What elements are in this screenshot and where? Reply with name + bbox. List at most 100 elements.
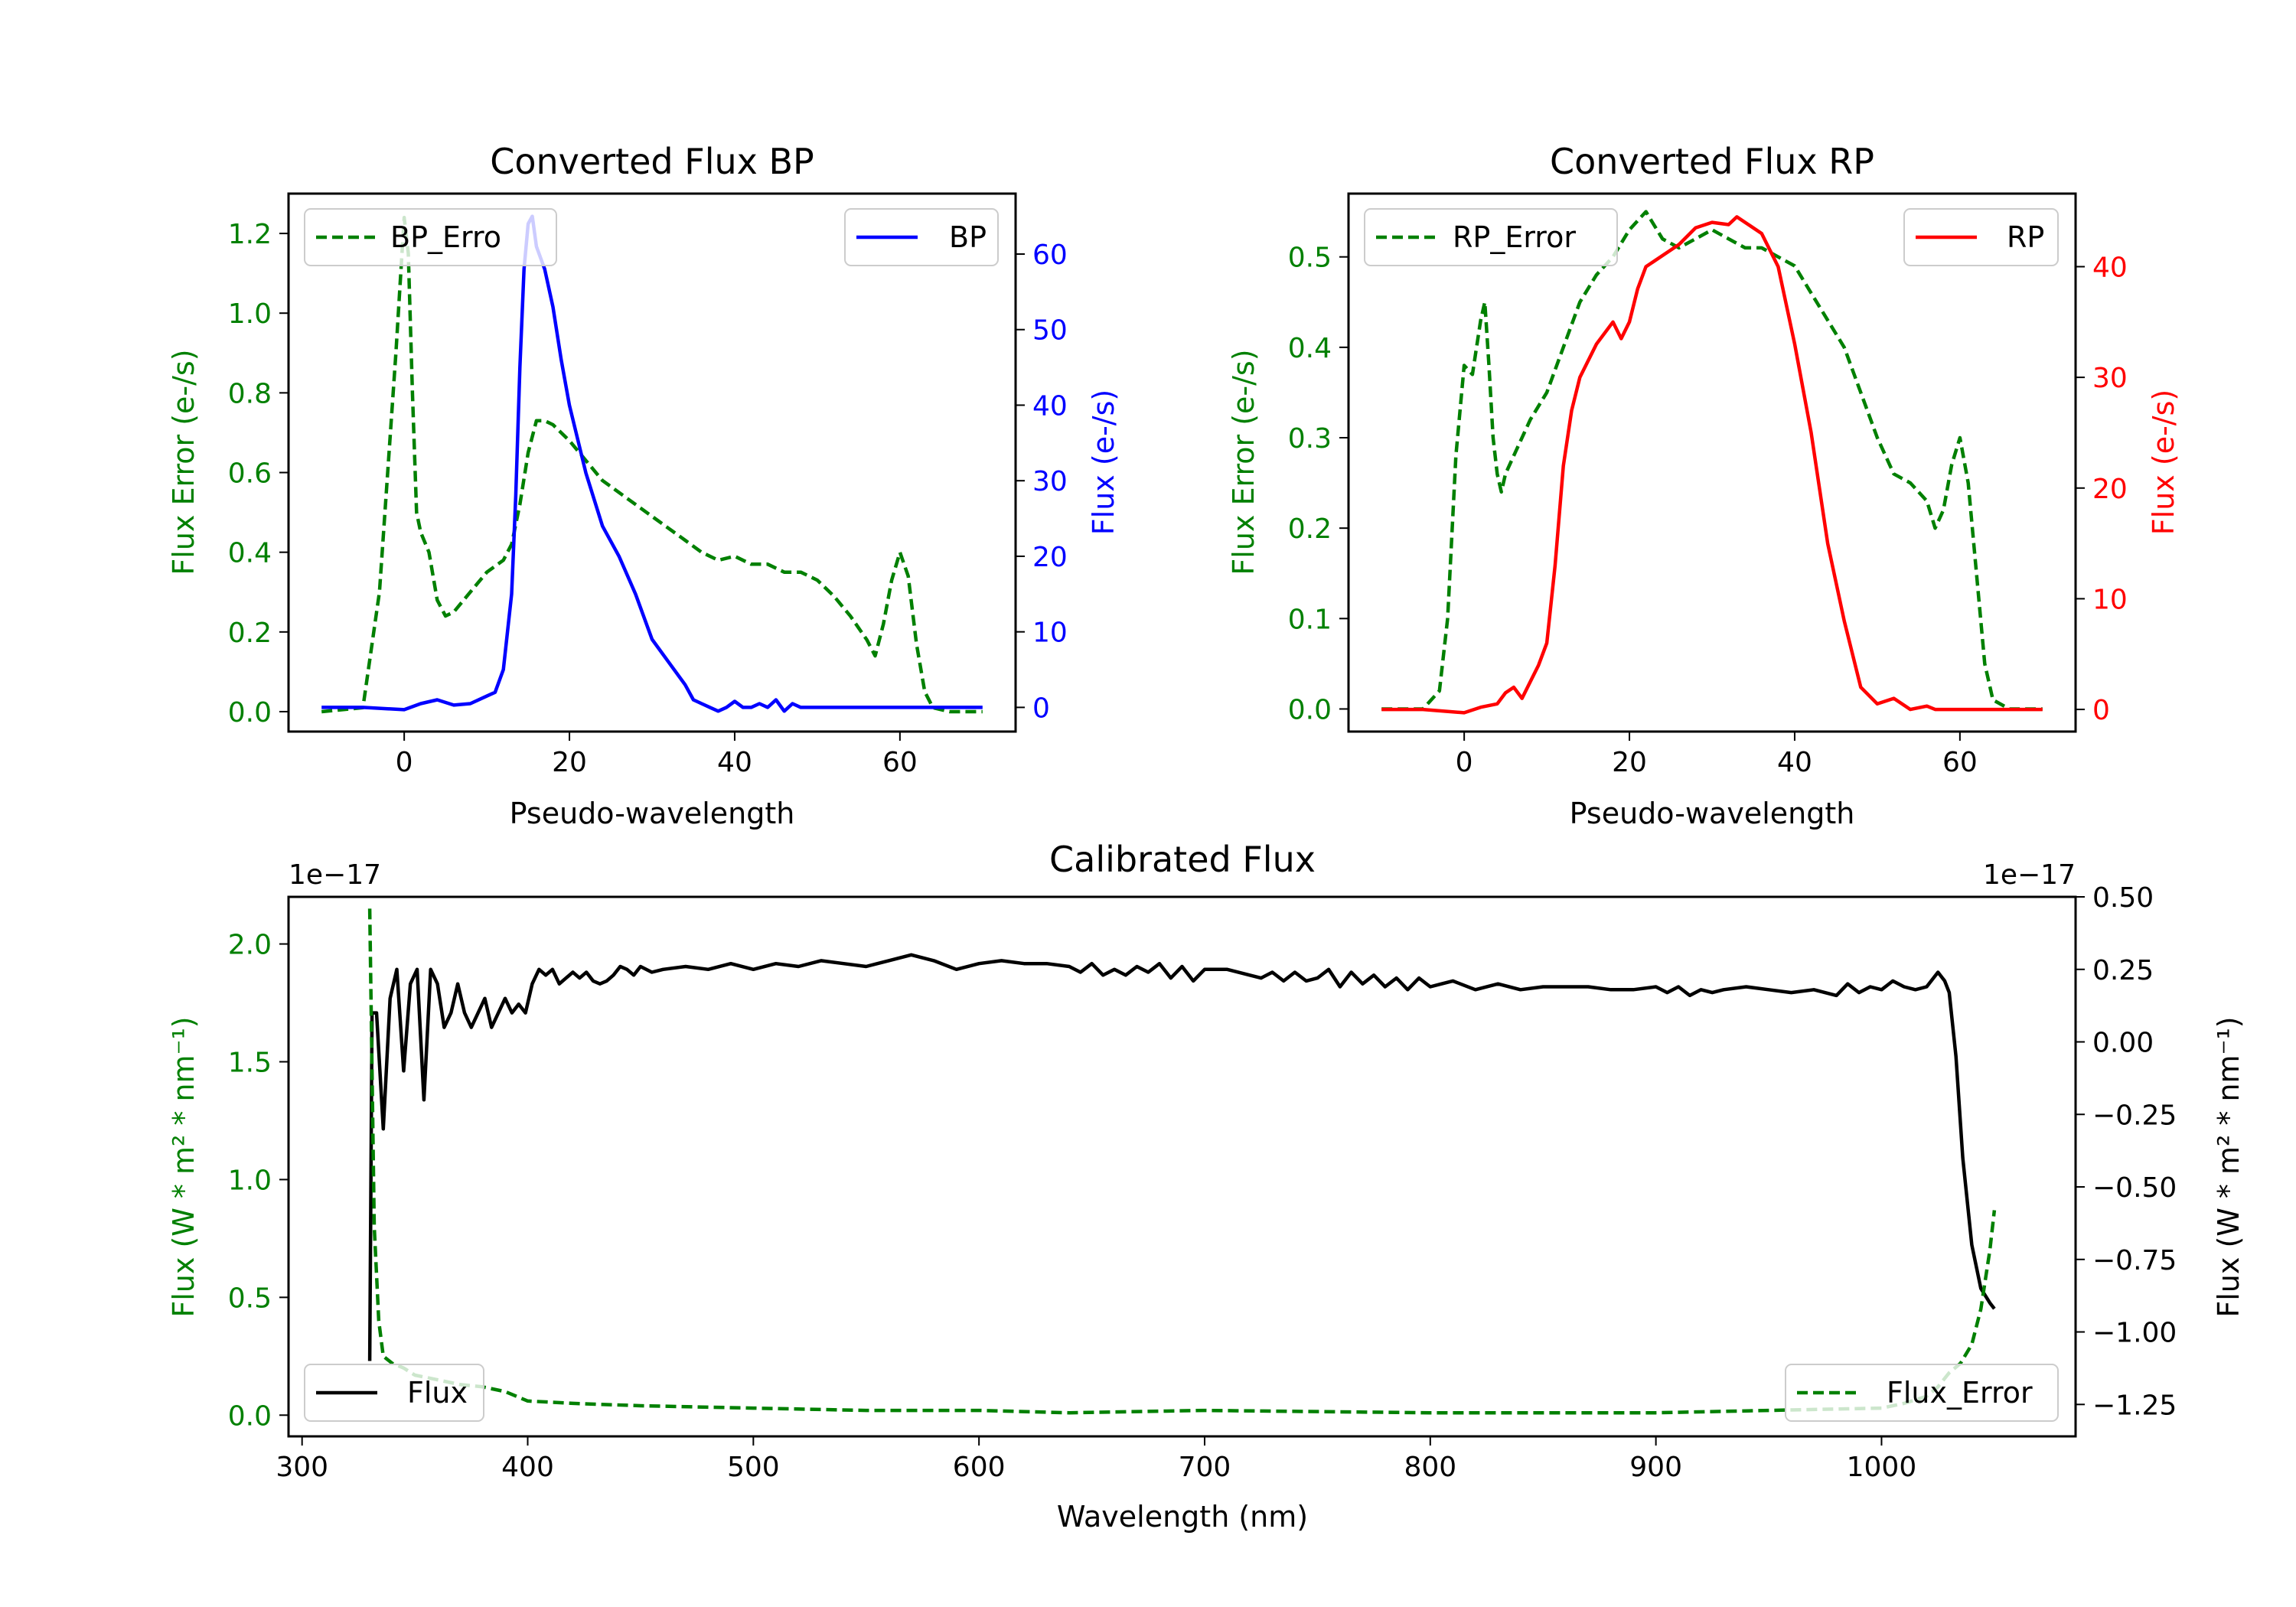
calibrated-x-tick-label: 500: [727, 1452, 780, 1483]
rp-left-tick-label: 0.2: [1288, 513, 1332, 545]
rp-left-tick-label: 0.0: [1288, 694, 1332, 725]
calibrated-x-label: Wavelength (nm): [1057, 1500, 1308, 1534]
bp-legend[interactable]: BP: [844, 208, 999, 266]
bp-right-tick: 60: [1016, 240, 1068, 271]
bp-left-tick: 0.8: [228, 378, 289, 409]
bp-error-legend-box: [304, 208, 557, 266]
bp-x-tick: 20: [552, 732, 587, 778]
calibrated-x-axis: 300 400 500 600 700 800 900 1000: [276, 1436, 1916, 1483]
calibrated-x-tick: 400: [501, 1436, 554, 1483]
rp-title: Converted Flux RP: [1550, 141, 1874, 182]
rp-right-tick-label: 20: [2092, 474, 2128, 505]
flux-error-legend-box: [1785, 1364, 2059, 1422]
rp-left-tick: 0.3: [1288, 423, 1349, 455]
bp-axes-frame: [287, 192, 1017, 733]
calibrated-right-tick: −1.25: [2076, 1390, 2177, 1421]
bp-x-tick-label: 60: [882, 747, 918, 778]
calibrated-x-tick: 1000: [1847, 1436, 1917, 1483]
flux-legend-box: [304, 1364, 484, 1422]
calibrated-x-tick: 300: [276, 1436, 328, 1483]
rp-legend-label: RP: [2007, 220, 2044, 254]
flux-line: [367, 953, 1996, 1361]
bp-right-tick-label: 20: [1032, 542, 1068, 573]
calibrated-right-tick-label: −0.25: [2092, 1100, 2177, 1131]
bp-right-tick-label: 10: [1032, 618, 1068, 649]
rp-left-tick: 0.0: [1288, 694, 1349, 725]
bp-error-legend[interactable]: BP_Erro: [304, 208, 557, 266]
calibrated-right-tick: −1.00: [2076, 1318, 2177, 1349]
rp-error-legend[interactable]: RP_Error: [1364, 208, 1618, 266]
rp-left-axis: 0.0 0.1 0.2 0.3 0.4 0.5: [1288, 243, 1349, 725]
calibrated-axes-frame: [287, 895, 2077, 1438]
calibrated-left-tick-label: 0.5: [228, 1283, 272, 1314]
bp-left-tick-label: 0.2: [228, 618, 272, 649]
flux-error-legend[interactable]: Flux_Error: [1785, 1364, 2059, 1422]
rp-right-tick: 10: [2076, 584, 2128, 615]
bp-left-axis: 0.0 0.2 0.4 0.6 0.8 1.0 1.2: [228, 219, 289, 729]
rp-left-tick-label: 0.5: [1288, 243, 1332, 274]
rp-x-tick-label: 40: [1777, 747, 1812, 778]
calibrated-panel: Calibrated Flux 1e−17 1e−17 300 400 500 600…: [167, 839, 2245, 1534]
rp-plot-area: [1347, 192, 2077, 733]
calibrated-left-tick-label: 1.5: [228, 1048, 272, 1079]
bp-left-tick: 0.0: [228, 697, 289, 729]
calibrated-left-tick: 0.5: [228, 1283, 289, 1314]
bp-x-tick-label: 0: [396, 747, 413, 778]
bp-right-tick: 0: [1016, 693, 1050, 724]
bp-right-axis: 0 10 20 30 40 50 60: [1016, 240, 1068, 724]
calibrated-right-y-label: Flux (W * m² * nm⁻¹): [2212, 1016, 2245, 1317]
calibrated-right-tick-label: 0.00: [2092, 1028, 2154, 1059]
calibrated-plot-area: [287, 895, 2077, 1438]
calibrated-x-tick: 800: [1404, 1436, 1456, 1483]
flux-legend-label: Flux: [407, 1376, 468, 1410]
rp-legend-box: [1903, 208, 2059, 266]
bp-error-line: [321, 215, 983, 714]
bp-left-tick-label: 0.8: [228, 378, 272, 409]
calibrated-right-tick: −0.75: [2076, 1245, 2177, 1276]
rp-x-tick: 20: [1612, 732, 1647, 778]
rp-line: [1381, 215, 2043, 715]
calibrated-x-tick: 500: [727, 1436, 780, 1483]
bp-panel: Converted Flux BP 0 20 40 60 0.00.20.40.60.…: [167, 141, 1120, 830]
calibrated-x-tick-label: 800: [1404, 1452, 1456, 1483]
rp-x-label: Pseudo-wavelength: [1570, 797, 1855, 830]
bp-left-tick-label: 0.0: [228, 697, 272, 729]
flux-error-legend-label: Flux_Error: [1887, 1376, 2033, 1410]
bp-left-tick: 0.6: [228, 458, 289, 490]
calibrated-left-offset: 1e−17: [289, 859, 381, 891]
calibrated-right-tick-label: −1.25: [2092, 1390, 2177, 1421]
bp-right-y-label: Flux (e-/s): [1087, 390, 1120, 535]
calibrated-x-tick-label: 400: [501, 1452, 554, 1483]
calibrated-right-tick-label: −1.00: [2092, 1318, 2177, 1349]
calibrated-left-tick-label: 1.0: [228, 1165, 272, 1196]
rp-panel: Converted Flux RP 0 20 40 60 0.00.10.20.30.…: [1227, 141, 2180, 830]
bp-x-axis: 0 20 40 60: [396, 732, 918, 778]
bp-left-tick: 0.4: [228, 538, 289, 569]
bp-left-tick: 1.0: [228, 298, 289, 330]
flux-error-line: [367, 908, 1997, 1415]
rp-x-tick-label: 20: [1612, 747, 1647, 778]
calibrated-left-tick: 1.5: [228, 1048, 289, 1079]
rp-left-y-label: Flux Error (e-/s): [1227, 349, 1261, 575]
calibrated-left-axis: 0.0 0.5 1.0 1.5 2.0: [228, 930, 289, 1432]
bp-x-tick: 40: [717, 732, 752, 778]
bp-right-tick-label: 60: [1032, 240, 1068, 271]
rp-right-tick-label: 0: [2092, 695, 2110, 726]
calibrated-right-tick-label: 0.25: [2092, 955, 2154, 986]
calibrated-title: Calibrated Flux: [1049, 839, 1316, 880]
rp-right-tick: 0: [2076, 695, 2110, 726]
calibrated-right-tick: 0.25: [2076, 955, 2154, 986]
calibrated-x-tick: 900: [1629, 1436, 1682, 1483]
rp-legend[interactable]: RP: [1903, 208, 2059, 266]
calibrated-x-tick-label: 1000: [1847, 1452, 1917, 1483]
rp-right-tick-label: 30: [2092, 363, 2128, 394]
bp-legend-label: BP: [949, 220, 987, 254]
rp-left-tick: 0.5: [1288, 243, 1349, 274]
calibrated-right-tick-label: −0.50: [2092, 1172, 2177, 1204]
flux-legend[interactable]: Flux: [304, 1364, 484, 1422]
rp-x-tick: 60: [1942, 732, 1978, 778]
bp-left-tick-label: 1.2: [228, 219, 272, 250]
rp-x-axis: 0 20 40 60: [1456, 732, 1978, 778]
calibrated-x-tick: 600: [953, 1436, 1006, 1483]
rp-right-tick: 30: [2076, 363, 2128, 394]
